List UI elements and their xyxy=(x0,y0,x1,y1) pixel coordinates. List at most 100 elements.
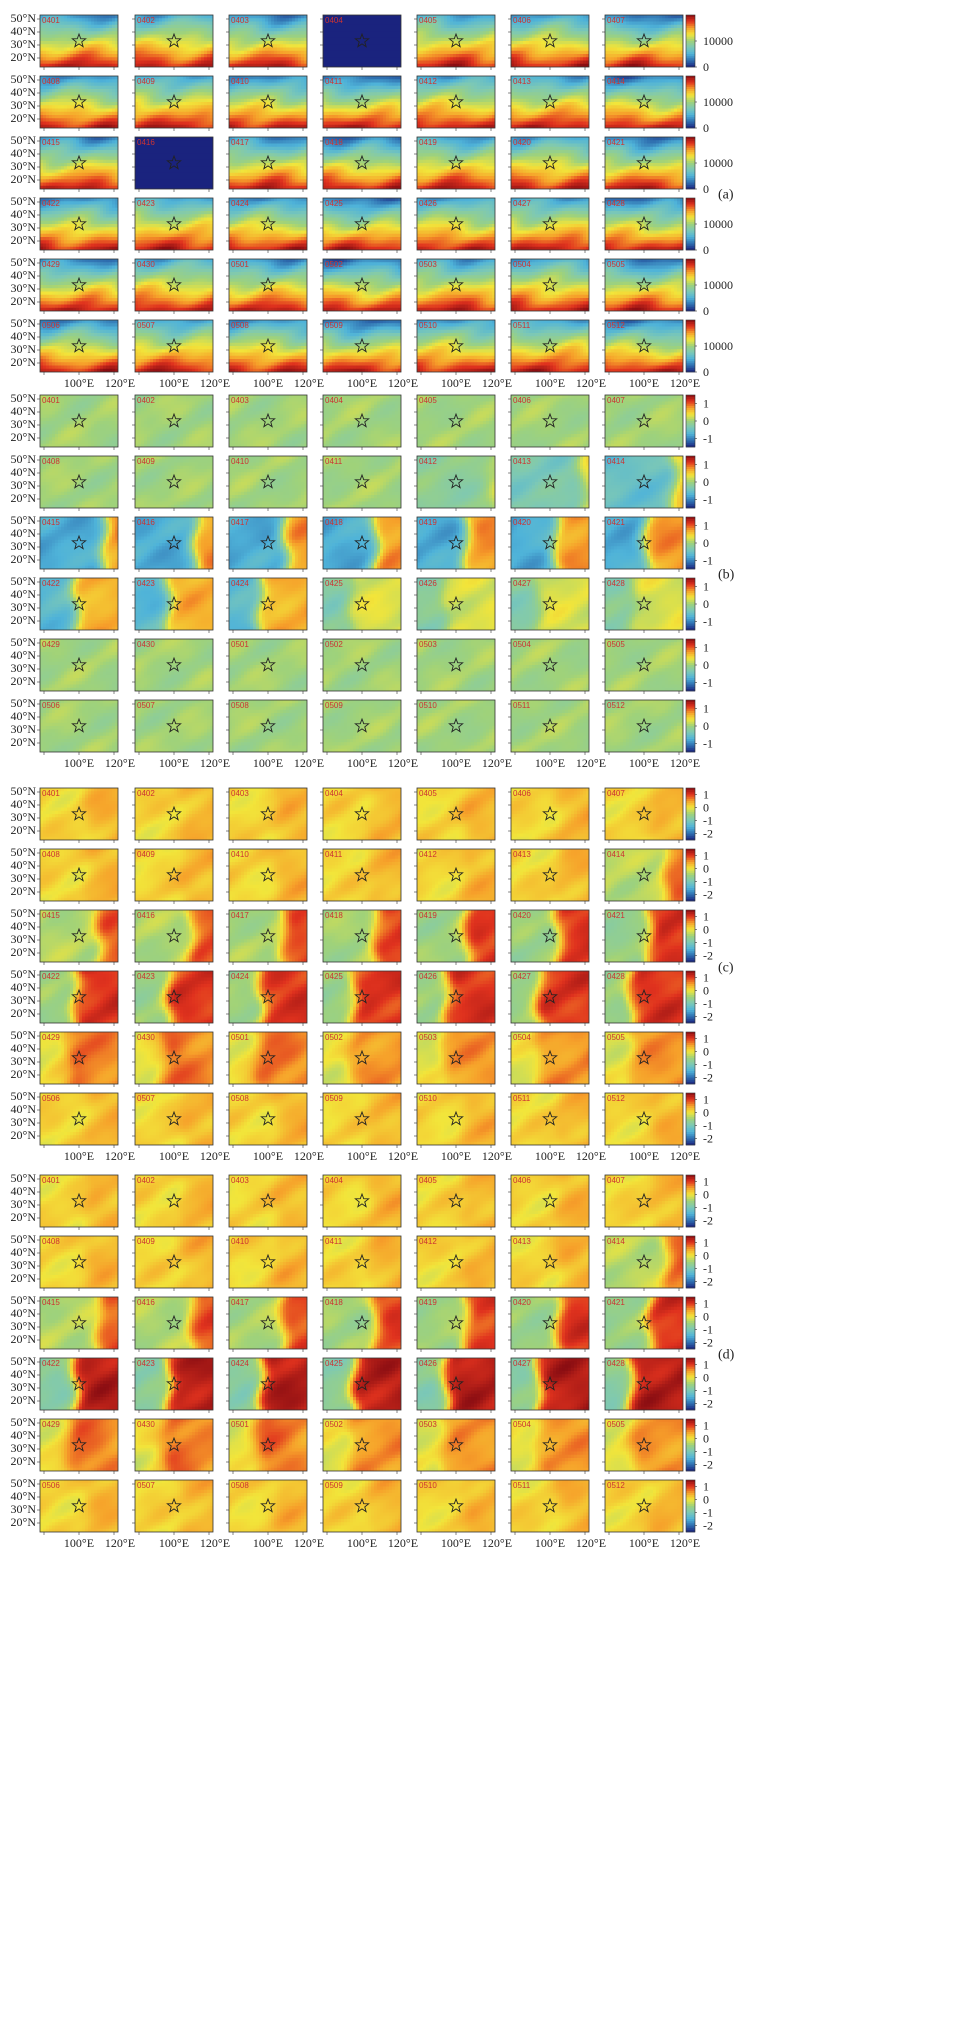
heatmap-cell xyxy=(138,44,141,48)
heatmap-cell xyxy=(250,86,253,90)
heatmap-cell xyxy=(268,76,271,80)
heatmap-cell xyxy=(298,122,301,126)
heatmap-cell xyxy=(204,28,207,32)
heatmap-cell xyxy=(156,99,159,103)
heatmap-cell xyxy=(532,25,535,29)
heatmap-cell xyxy=(447,79,450,83)
heatmap-cell xyxy=(177,57,180,61)
heatmap-cell xyxy=(486,96,489,100)
heatmap-cell xyxy=(662,61,665,65)
heatmap-cell xyxy=(332,89,335,93)
heatmap-cell xyxy=(97,115,100,119)
heatmap-cell xyxy=(186,79,189,83)
heatmap-cell xyxy=(571,44,574,48)
heatmap-cell xyxy=(232,54,235,58)
heatmap-cell xyxy=(383,109,386,113)
heatmap-cell xyxy=(76,115,79,119)
heatmap-cell xyxy=(362,48,365,52)
heatmap-cell xyxy=(256,44,259,48)
heatmap-cell xyxy=(380,22,383,26)
heatmap-cell xyxy=(344,35,347,39)
heatmap-cell xyxy=(541,57,544,61)
heatmap-cell xyxy=(180,118,183,122)
heatmap-cell xyxy=(389,28,392,32)
heatmap-cell xyxy=(232,35,235,39)
heatmap-cell xyxy=(262,92,265,96)
heatmap-cell xyxy=(79,83,82,87)
heatmap-cell xyxy=(232,28,235,32)
heatmap-cell xyxy=(635,44,638,48)
heatmap-cell xyxy=(389,54,392,58)
heatmap-cell xyxy=(435,41,438,45)
heatmap-cell xyxy=(177,115,180,119)
heatmap-cell xyxy=(292,48,295,52)
heatmap-cell xyxy=(335,35,338,39)
heatmap-cell xyxy=(156,44,159,48)
heatmap-cell xyxy=(235,35,238,39)
heatmap-cell xyxy=(574,28,577,32)
heatmap-cell xyxy=(301,48,304,52)
heatmap-cell xyxy=(46,122,49,126)
heatmap-cell xyxy=(235,115,238,119)
heatmap-cell xyxy=(338,109,341,113)
heatmap-cell xyxy=(429,57,432,61)
heatmap-cell xyxy=(459,89,462,93)
heatmap-cell xyxy=(112,51,115,55)
heatmap-cell xyxy=(471,79,474,83)
heatmap-cell xyxy=(347,44,350,48)
heatmap-cell xyxy=(183,115,186,119)
heatmap-cell xyxy=(241,89,244,93)
heatmap-cell xyxy=(574,54,577,58)
heatmap-cell xyxy=(365,109,368,113)
heatmap-cell xyxy=(426,99,429,103)
heatmap-cell xyxy=(88,92,91,96)
heatmap-cell xyxy=(256,115,259,119)
heatmap-cell xyxy=(441,96,444,100)
heatmap-cell xyxy=(168,18,171,22)
heatmap-cell xyxy=(483,79,486,83)
heatmap-cell xyxy=(423,89,426,93)
heatmap-cell xyxy=(665,22,668,26)
heatmap-cell xyxy=(100,79,103,83)
heatmap-cell xyxy=(82,112,85,116)
heatmap-cell xyxy=(614,35,617,39)
heatmap-cell xyxy=(435,86,438,90)
heatmap-cell xyxy=(82,54,85,58)
heatmap-cell xyxy=(241,102,244,106)
heatmap-cell xyxy=(347,115,350,119)
heatmap-cell xyxy=(344,22,347,26)
heatmap-cell xyxy=(353,44,356,48)
heatmap-cell xyxy=(247,115,250,119)
heatmap-cell xyxy=(386,61,389,65)
heatmap-cell xyxy=(386,54,389,58)
heatmap-cell xyxy=(229,31,232,35)
heatmap-cell xyxy=(277,99,280,103)
heatmap-cell xyxy=(201,112,204,116)
heatmap-cell xyxy=(43,41,46,45)
heatmap-cell xyxy=(183,89,186,93)
heatmap-cell xyxy=(171,18,174,22)
heatmap-cell xyxy=(165,76,168,80)
colorbar-step xyxy=(686,15,695,17)
heatmap-cell xyxy=(486,51,489,55)
heatmap-cell xyxy=(368,83,371,87)
heatmap-cell xyxy=(577,31,580,35)
heatmap-cell xyxy=(380,89,383,93)
heatmap-cell xyxy=(420,48,423,52)
heatmap-cell xyxy=(538,28,541,32)
heatmap-cell xyxy=(647,54,650,58)
heatmap-cell xyxy=(195,35,198,39)
heatmap-cell xyxy=(85,31,88,35)
heatmap-cell xyxy=(256,76,259,80)
heatmap-cell xyxy=(58,25,61,29)
heatmap-cell xyxy=(565,28,568,32)
heatmap-cell xyxy=(444,54,447,58)
heatmap-cell xyxy=(256,28,259,32)
heatmap-cell xyxy=(204,38,207,42)
heatmap-cell xyxy=(344,38,347,42)
heatmap-cell xyxy=(450,89,453,93)
heatmap-cell xyxy=(462,57,465,61)
heatmap-cell xyxy=(326,51,329,55)
heatmap-cell xyxy=(359,48,362,52)
heatmap-cell xyxy=(580,31,583,35)
